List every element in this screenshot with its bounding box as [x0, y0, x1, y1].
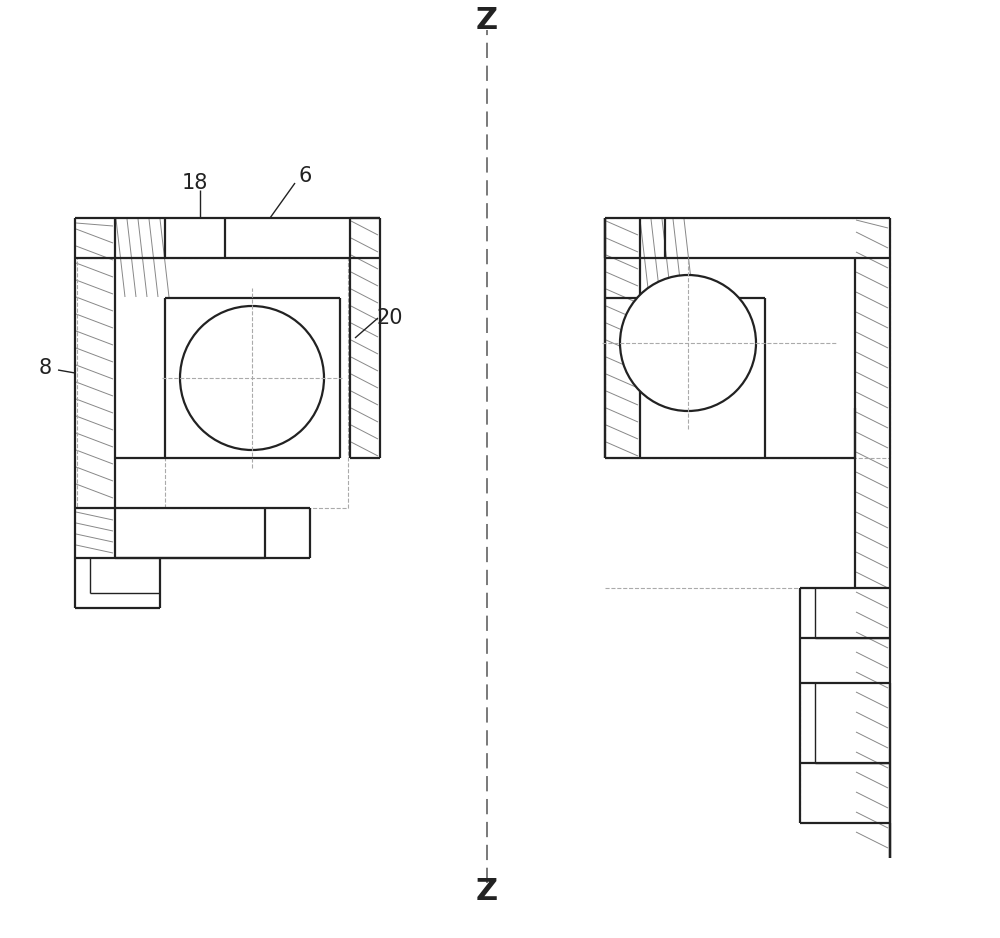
Bar: [605, 218, 890, 458]
Text: Z: Z: [476, 878, 498, 906]
Text: 6: 6: [298, 166, 312, 186]
Circle shape: [180, 306, 324, 450]
Text: 20: 20: [377, 308, 403, 328]
Circle shape: [620, 275, 756, 411]
Text: 8: 8: [38, 358, 52, 378]
Text: 18: 18: [182, 173, 208, 193]
Text: Z: Z: [476, 6, 498, 35]
Bar: [77, 258, 348, 508]
